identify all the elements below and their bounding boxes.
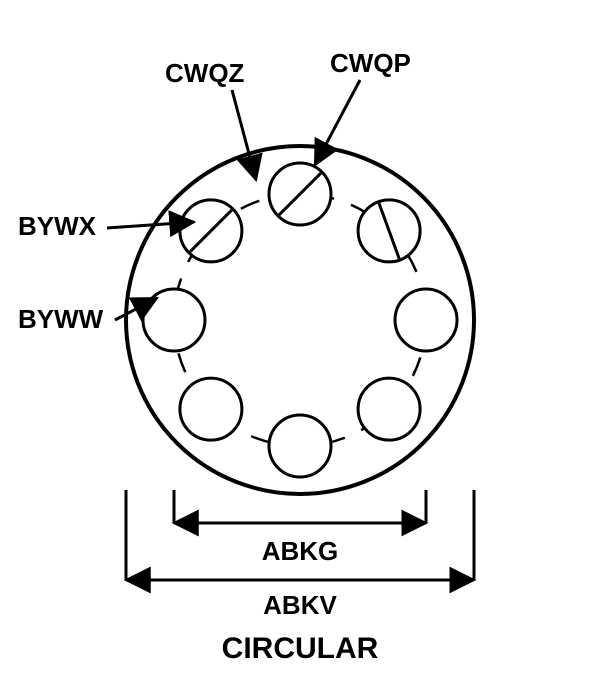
abkg-label: ABKG	[262, 536, 339, 566]
cwqz-label: CWQZ	[165, 58, 245, 88]
callout-labels: CWQZ CWQP BYWX BYWW	[18, 48, 411, 334]
hole-5	[180, 378, 242, 440]
diagram-circular: CWQZ CWQP BYWX BYWW ABKG ABKV CIRCULAR	[0, 0, 600, 674]
hole-6	[143, 289, 205, 351]
diagram-title: CIRCULAR	[222, 632, 379, 665]
holes	[143, 163, 457, 477]
bywx-label: BYWX	[18, 211, 97, 241]
abkv-label: ABKV	[263, 590, 337, 620]
hole-2	[395, 289, 457, 351]
hole-3	[358, 378, 420, 440]
cwqp-label: CWQP	[330, 48, 411, 78]
byww-label: BYWW	[18, 304, 104, 334]
dimensions: ABKG ABKV	[126, 490, 474, 620]
cwqz-arrow	[232, 90, 256, 180]
hole-4	[269, 415, 331, 477]
